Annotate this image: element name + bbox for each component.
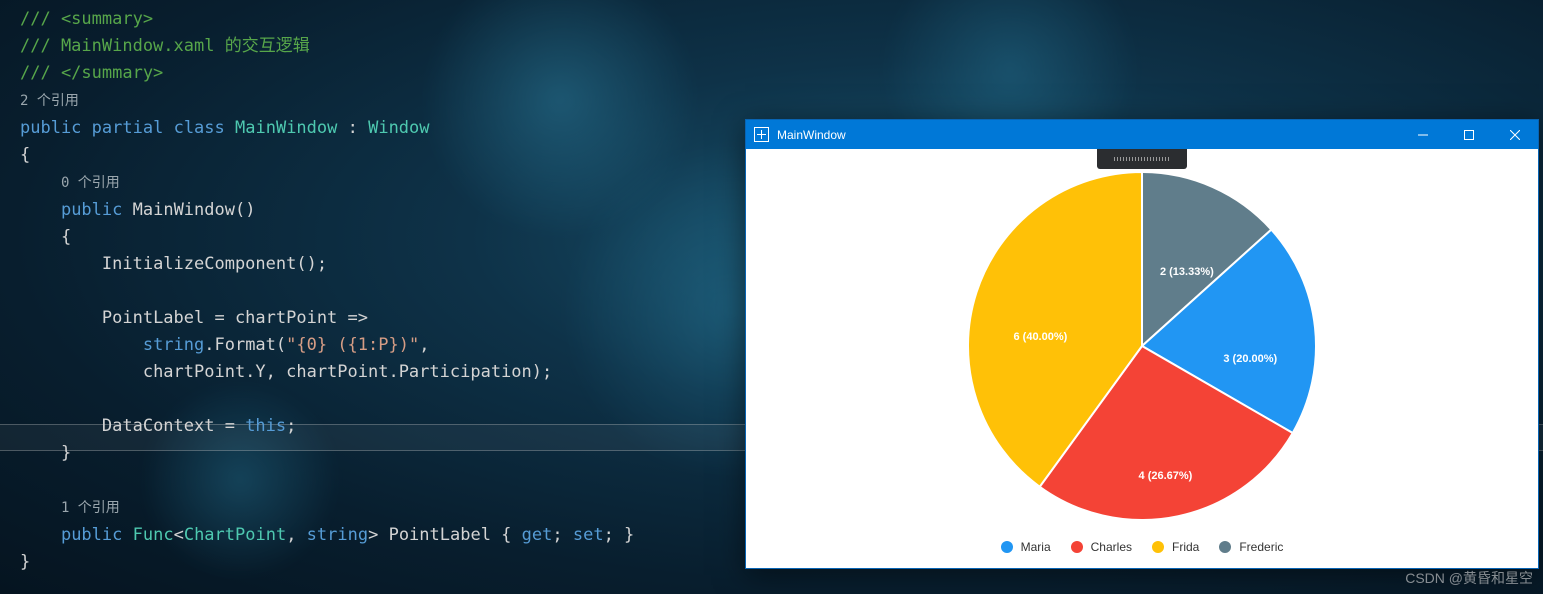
code-keyword: public	[61, 200, 122, 220]
code-comment: /// MainWindow.xaml 的交互逻辑	[20, 36, 310, 56]
legend-label: Maria	[1021, 540, 1051, 554]
pie-label-frederic: 2 (13.33%)	[1160, 266, 1214, 278]
app-icon	[754, 127, 769, 142]
code-text: .Format(	[204, 335, 286, 355]
code-keyword: this	[245, 416, 286, 436]
minimize-button[interactable]	[1400, 120, 1446, 149]
code-text: >	[368, 525, 378, 545]
code-references-count[interactable]: 0 个引用	[61, 175, 120, 191]
code-text: ,	[286, 525, 306, 545]
code-keyword: string	[307, 525, 368, 545]
close-icon	[1510, 130, 1520, 140]
code-editor[interactable]: /// <summary> /// MainWindow.xaml 的交互逻辑 …	[20, 6, 634, 576]
legend-swatch	[1071, 541, 1083, 553]
window-title: MainWindow	[777, 128, 846, 142]
code-text: <	[174, 525, 184, 545]
code-keyword: public	[20, 118, 81, 138]
legend-item-frida[interactable]: Frida	[1152, 540, 1199, 554]
code-comment: /// <summary>	[20, 9, 153, 29]
code-type: MainWindow	[235, 118, 337, 138]
code-references-count[interactable]: 1 个引用	[61, 500, 120, 516]
code-string: "{0} ({1:P})"	[286, 335, 419, 355]
legend-swatch	[1219, 541, 1231, 553]
code-text: :	[337, 118, 368, 138]
chart-legend: Maria Charles Frida Frederic	[746, 540, 1538, 554]
code-text: InitializeComponent();	[102, 254, 327, 274]
watermark: CSDN @黄昏和星空	[1405, 568, 1533, 588]
code-text: chartPoint.Y, chartPoint.Participation);	[143, 362, 552, 382]
close-button[interactable]	[1492, 120, 1538, 149]
code-keyword: public	[61, 525, 122, 545]
pie-label-maria: 3 (20.00%)	[1223, 353, 1277, 365]
pie-label-charles: 4 (26.67%)	[1139, 470, 1193, 482]
code-text: ;	[552, 525, 562, 545]
grip-icon	[1114, 157, 1170, 161]
main-window: MainWindow 2 (13.33%) 3 (20.00%) 4 (26.67%…	[745, 119, 1539, 569]
code-keyword: set	[573, 525, 604, 545]
code-comment: /// </summary>	[20, 63, 163, 83]
pie-chart-svg	[968, 172, 1316, 520]
code-brace: }	[20, 552, 30, 572]
legend-item-maria[interactable]: Maria	[1001, 540, 1051, 554]
pie-label-frida: 6 (40.00%)	[1013, 331, 1067, 343]
legend-swatch	[1001, 541, 1013, 553]
legend-label: Frederic	[1239, 540, 1283, 554]
code-keyword: get	[522, 525, 553, 545]
code-text: DataContext =	[102, 416, 245, 436]
legend-swatch	[1152, 541, 1164, 553]
code-references-count[interactable]: 2 个引用	[20, 93, 79, 109]
window-titlebar[interactable]: MainWindow	[746, 120, 1538, 149]
drag-thumb-tab[interactable]	[1097, 149, 1187, 169]
pie-chart[interactable]: 2 (13.33%) 3 (20.00%) 4 (26.67%) 6 (40.00%)	[746, 173, 1538, 518]
code-text: PointLabel {	[378, 525, 521, 545]
maximize-icon	[1464, 130, 1474, 140]
code-type: ChartPoint	[184, 525, 286, 545]
code-type: Func	[133, 525, 174, 545]
code-text: ,	[419, 335, 429, 355]
code-keyword: partial	[92, 118, 164, 138]
code-keyword: string	[143, 335, 204, 355]
code-brace: {	[20, 145, 30, 165]
code-text: PointLabel = chartPoint =>	[102, 308, 368, 328]
legend-item-charles[interactable]: Charles	[1071, 540, 1132, 554]
legend-label: Charles	[1091, 540, 1132, 554]
code-text: ; }	[604, 525, 635, 545]
code-keyword: class	[174, 118, 225, 138]
legend-label: Frida	[1172, 540, 1199, 554]
code-type: Window	[368, 118, 429, 138]
window-body: 2 (13.33%) 3 (20.00%) 4 (26.67%) 6 (40.00%)…	[746, 149, 1538, 568]
code-brace: }	[61, 443, 71, 463]
minimize-icon	[1418, 130, 1428, 140]
maximize-button[interactable]	[1446, 120, 1492, 149]
code-text: ;	[286, 416, 296, 436]
code-brace: {	[61, 227, 71, 247]
legend-item-frederic[interactable]: Frederic	[1219, 540, 1283, 554]
code-text: MainWindow()	[133, 200, 256, 220]
